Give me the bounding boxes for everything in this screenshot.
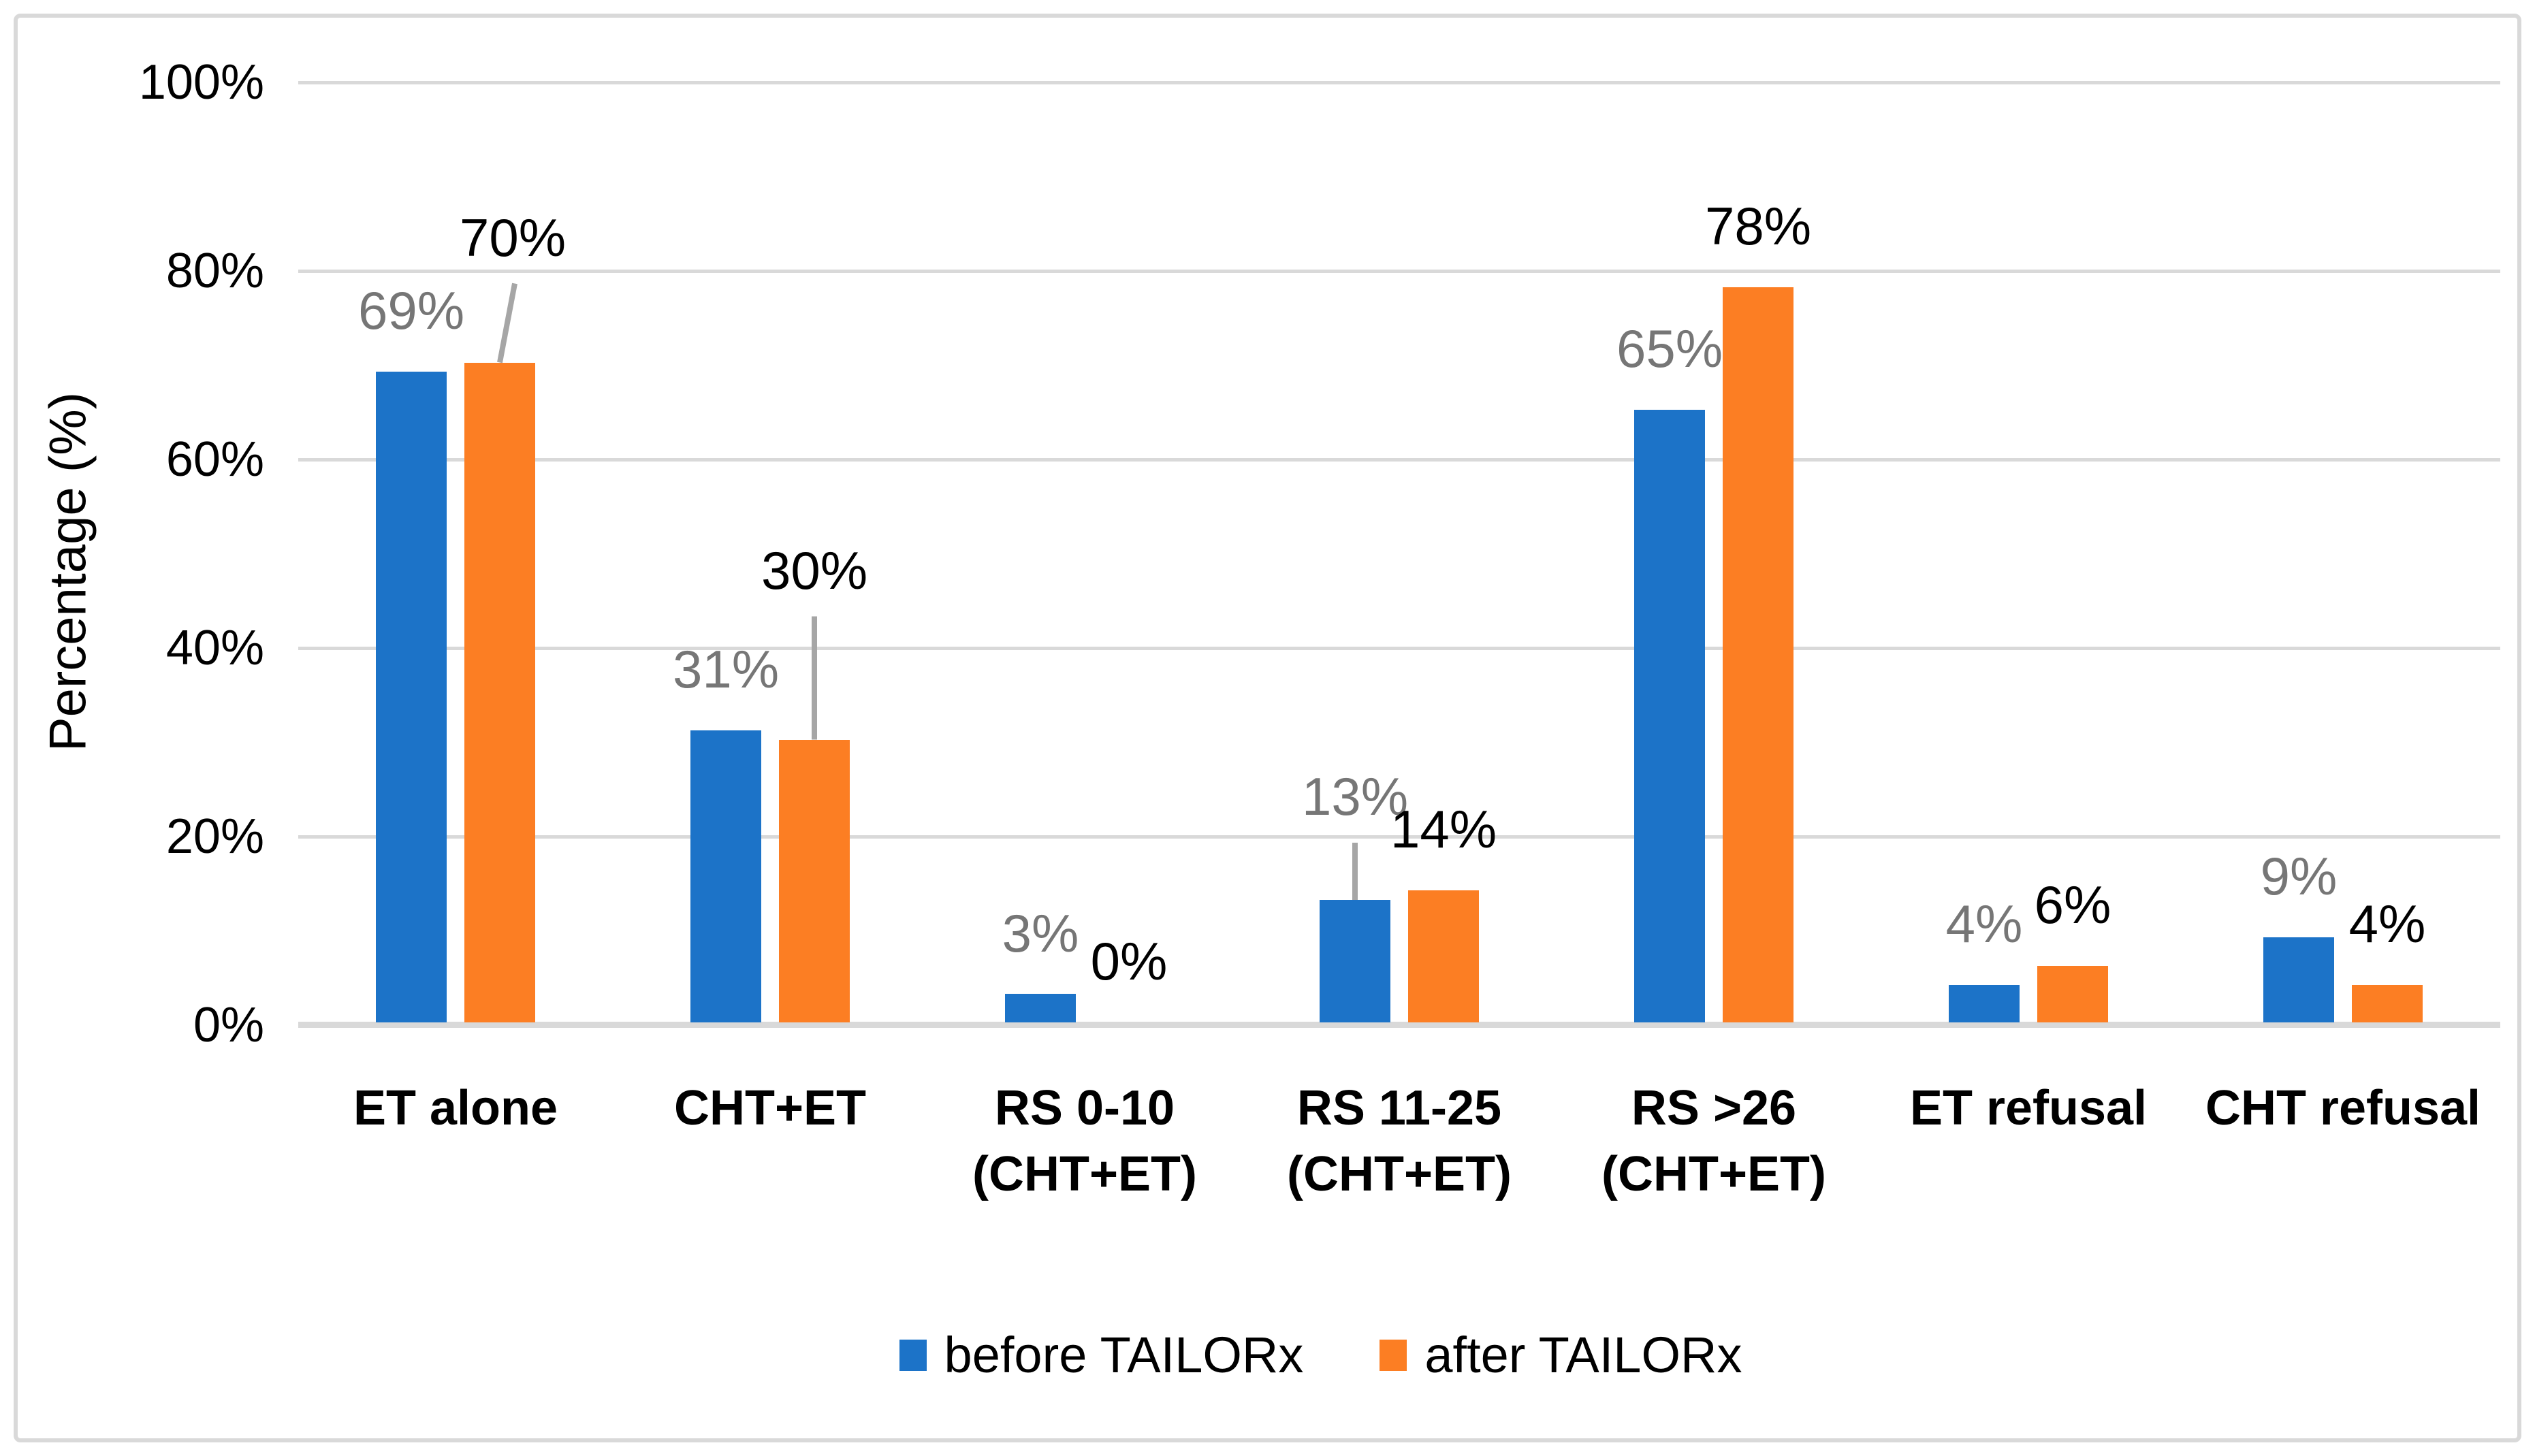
bar-after-1 xyxy=(464,362,535,1022)
legend-item-after: after TAILORx xyxy=(1380,1326,1742,1384)
bar-before-4 xyxy=(1320,899,1390,1022)
value-label-after-6: 6% xyxy=(2034,875,2111,935)
bar-after-2 xyxy=(779,739,850,1022)
y-tick-label: 80% xyxy=(165,244,264,298)
x-category-label-3: RS 0-10 (CHT+ET) xyxy=(972,1081,1197,1202)
value-label-after-1: 70% xyxy=(459,207,567,268)
value-label-after-4: 14% xyxy=(1390,799,1497,860)
bar-before-6 xyxy=(1949,984,2020,1022)
x-axis-line xyxy=(298,1022,2500,1028)
value-label-before-6: 4% xyxy=(1945,893,2023,954)
x-category-label-7: CHT refusal xyxy=(2205,1081,2481,1135)
x-category-label-2: CHT+ET xyxy=(673,1081,867,1135)
value-label-before-3: 3% xyxy=(1002,903,1079,963)
bar-after-4 xyxy=(1408,890,1479,1022)
value-label-before-4: 13% xyxy=(1301,766,1409,827)
y-tick-label: 0% xyxy=(193,998,264,1052)
legend: before TAILORx after TAILORx xyxy=(53,1326,2535,1384)
bar-before-5 xyxy=(1634,409,1705,1022)
leader-lines xyxy=(497,282,1358,900)
value-label-after-3: 0% xyxy=(1090,931,1168,992)
value-label-before-5: 65% xyxy=(1616,318,1723,378)
bar-after-6 xyxy=(2037,965,2108,1022)
gridline-20% xyxy=(298,835,2500,839)
x-category-label-1: ET alone xyxy=(353,1081,558,1135)
legend-label-before: before TAILORx xyxy=(944,1327,1304,1383)
bar-before-7 xyxy=(2263,937,2334,1022)
x-category-label-5: RS >26 (CHT+ET) xyxy=(1601,1081,1826,1202)
gridline-60% xyxy=(298,458,2500,462)
gridline-80% xyxy=(298,270,2500,273)
gridline-100% xyxy=(298,81,2500,84)
plot-area: 69% 31% 3% 13% 65% 4% 9% 70% 30% 0% 14% 78% 6% 4% xyxy=(298,81,2500,1028)
x-category-label-4: RS 11-25 (CHT+ET) xyxy=(1287,1081,1512,1202)
after-series-swatch xyxy=(1380,1339,1407,1371)
value-label-after-7: 4% xyxy=(2348,893,2426,954)
bar-after-5 xyxy=(1723,287,1793,1022)
x-category-label-6: ET refusal xyxy=(1909,1081,2148,1135)
y-tick-label: 100% xyxy=(138,55,264,110)
value-label-after-2: 30% xyxy=(761,540,868,600)
value-label-before-1: 69% xyxy=(357,280,465,341)
value-label-before-2: 31% xyxy=(672,638,780,699)
bar-before-3 xyxy=(1005,994,1076,1022)
gridline-40% xyxy=(298,647,2500,650)
bar-before-1 xyxy=(376,372,447,1022)
y-tick-label: 40% xyxy=(165,621,264,675)
leader-line xyxy=(497,282,517,363)
bar-before-2 xyxy=(690,730,761,1022)
value-label-before-7: 9% xyxy=(2260,846,2338,907)
legend-item-before: before TAILORx xyxy=(899,1326,1304,1384)
bar-after-7 xyxy=(2352,984,2423,1022)
value-label-after-5: 78% xyxy=(1704,195,1812,256)
y-tick-label: 60% xyxy=(165,432,264,487)
before-series-swatch xyxy=(899,1339,927,1371)
y-tick-label: 20% xyxy=(165,809,264,864)
legend-label-after: after TAILORx xyxy=(1424,1327,1742,1383)
